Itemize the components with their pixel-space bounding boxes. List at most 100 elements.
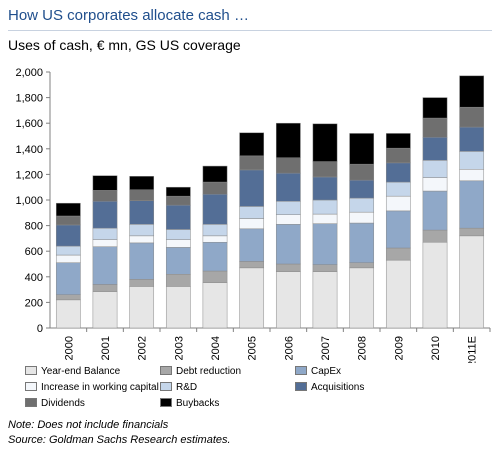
y-tick-label: 400 [25, 272, 43, 284]
y-tick-label: 200 [25, 297, 43, 309]
bar-segment [349, 197, 375, 213]
bar-segment [275, 122, 301, 159]
y-tick-label: 1,000 [15, 195, 43, 207]
bar-segment [385, 259, 411, 329]
bar-segment [239, 206, 265, 219]
legend-label: Dividends [41, 398, 85, 409]
legend-swatch [160, 381, 172, 391]
bar-segment [349, 211, 375, 224]
bar-segment [385, 181, 411, 197]
bar-segment [55, 202, 81, 217]
bar-segment [349, 267, 375, 329]
y-tick-label: 600 [25, 246, 43, 258]
bar-segment [92, 239, 118, 247]
bar-segment [202, 235, 228, 243]
bar-segment [349, 222, 375, 263]
bar-segment [239, 228, 265, 262]
bar-segment [459, 180, 485, 229]
bar-segment [129, 189, 155, 201]
bar-segment [129, 224, 155, 237]
bar-segment [422, 117, 448, 138]
legend-label: CapEx [311, 366, 342, 377]
bar-segment [55, 299, 81, 329]
legend-item: Acquisitions [295, 381, 364, 393]
bar-segment [239, 155, 265, 171]
bar-segment [239, 169, 265, 207]
bar-segment [202, 270, 228, 283]
chart-subtitle: Uses of cash, € mn, GS US coverage [8, 37, 241, 53]
legend-swatch [295, 365, 307, 375]
bar-segment [422, 137, 448, 161]
x-tick-label: 2010 [430, 336, 442, 360]
bar-segment [349, 262, 375, 269]
bar-segment [459, 227, 485, 237]
bar-segment [275, 263, 301, 272]
bar-segment [165, 204, 191, 230]
bar-segment [129, 200, 155, 225]
legend-swatch [25, 365, 37, 375]
bar-segment [385, 147, 411, 164]
bar-segment [129, 242, 155, 280]
bar-segment [275, 224, 301, 265]
bar-segment [165, 247, 191, 275]
bar-segment [349, 163, 375, 181]
bar-segment [459, 235, 485, 329]
legend-label: R&D [176, 382, 198, 393]
legend-label: Year-end Balance [41, 366, 121, 377]
footnote-source: Source: Goldman Sachs Research estimates… [8, 434, 231, 446]
bar-segment [202, 282, 228, 329]
bar-segment [312, 264, 338, 272]
bar-segment [275, 157, 301, 174]
x-tick-label: 2002 [137, 336, 149, 360]
bar-segment [422, 160, 448, 178]
x-tick-label: 2004 [210, 336, 222, 360]
bar-segment [92, 201, 118, 229]
bar-segment [55, 262, 81, 295]
y-tick-label: 1,400 [15, 144, 43, 156]
bar-segment [202, 165, 228, 183]
y-tick-label: 0 [37, 323, 43, 335]
bar-segment [312, 176, 338, 201]
stacked-bar-chart: 0 200 400 600 800 1,000 1,200 1,400 1,600 1,800 2,… [15, 67, 491, 363]
bar-segment [55, 245, 81, 256]
bar-segment [422, 241, 448, 329]
bar-segment [459, 106, 485, 128]
legend-item: Increase in working capital [25, 381, 159, 393]
bar-segment [349, 179, 375, 199]
bar-segment [312, 223, 338, 265]
y-tick-label: 1,200 [15, 169, 43, 181]
x-tick-label: 2001 [100, 336, 112, 360]
y-tick-label: 800 [25, 221, 43, 233]
bar-segment [165, 273, 191, 287]
bar-segment [239, 261, 265, 269]
bar-segment [459, 75, 485, 108]
bar-segment [312, 199, 338, 215]
bar-segment [422, 190, 448, 231]
bar-segment [55, 215, 81, 226]
bar-segment [92, 190, 118, 202]
bar-segment [459, 151, 485, 170]
bar-segment [129, 286, 155, 329]
bar-segment [55, 254, 81, 263]
bar-segment [459, 126, 485, 152]
chart-legend: Year-end Balance Debt reduction CapEx Incre… [25, 365, 495, 414]
bar-segment [349, 133, 375, 165]
x-tick-label: 2005 [247, 336, 259, 360]
bar-segment [202, 193, 228, 225]
bar-segment [129, 235, 155, 244]
legend-swatch [295, 381, 307, 391]
bar-segment [92, 175, 118, 191]
bar-segment [385, 247, 411, 261]
bar-segment [239, 218, 265, 230]
bar-segment [55, 224, 81, 247]
legend-swatch [160, 397, 172, 407]
bar-segment [165, 239, 191, 248]
legend-swatch [25, 381, 37, 391]
title-divider [8, 30, 492, 31]
legend-item: Dividends [25, 397, 85, 409]
bar-segment [459, 169, 485, 182]
bar-segment [385, 210, 411, 249]
x-tick-label: 2011E [467, 336, 479, 363]
bar-segment [129, 279, 155, 287]
legend-item: R&D [160, 381, 198, 393]
